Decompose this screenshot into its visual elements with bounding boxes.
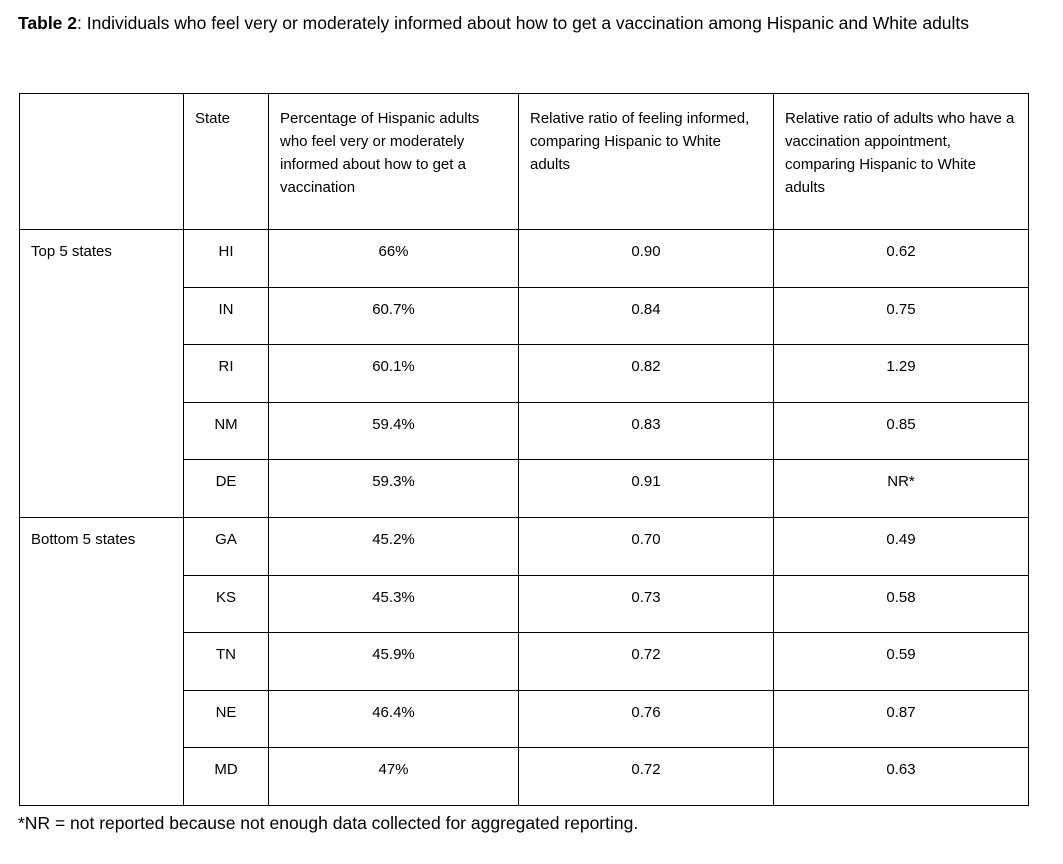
table-row: RI 60.1% 0.82 1.29 — [20, 344, 1029, 403]
state-cell: TN — [183, 632, 269, 691]
table-row: IN 60.7% 0.84 0.75 — [20, 286, 1029, 346]
table-caption: Table 2: Individuals who feel very or mo… — [18, 8, 998, 39]
group-label-bottom5: Bottom 5 states — [19, 516, 184, 806]
table-row: MD 47% 0.72 0.63 — [20, 747, 1029, 806]
state-cell: IN — [183, 286, 269, 346]
ratio-appointment-cell: 0.75 — [773, 286, 1029, 346]
state-cell: RI — [183, 344, 269, 403]
group-label-top5: Top 5 states — [19, 229, 184, 518]
state-cell: MD — [183, 747, 269, 806]
table-row: DE 59.3% 0.91 NR* — [20, 459, 1029, 518]
pct-cell: 59.3% — [268, 459, 519, 518]
ratio-informed-cell: 0.70 — [518, 516, 774, 576]
header-state: State — [183, 93, 269, 230]
table-caption-text: : Individuals who feel very or moderatel… — [77, 13, 970, 33]
state-cell: HI — [183, 229, 269, 288]
ratio-appointment-cell: 0.58 — [773, 574, 1029, 634]
state-cell: NM — [183, 401, 269, 461]
ratio-appointment-cell: 0.63 — [773, 747, 1029, 806]
table-footnote: *NR = not reported because not enough da… — [18, 813, 639, 833]
ratio-appointment-cell: NR* — [773, 459, 1029, 518]
ratio-informed-cell: 0.83 — [518, 401, 774, 461]
ratio-informed-cell: 0.72 — [518, 632, 774, 691]
header-ratio-informed: Relative ratio of feeling informed, comp… — [518, 93, 774, 230]
pct-cell: 46.4% — [268, 689, 519, 749]
table-row: KS 45.3% 0.73 0.58 — [20, 574, 1029, 634]
pct-cell: 45.9% — [268, 632, 519, 691]
ratio-appointment-cell: 1.29 — [773, 344, 1029, 403]
ratio-appointment-cell: 0.87 — [773, 689, 1029, 749]
ratio-appointment-cell: 0.85 — [773, 401, 1029, 461]
ratio-appointment-cell: 0.49 — [773, 516, 1029, 576]
ratio-informed-cell: 0.84 — [518, 286, 774, 346]
ratio-informed-cell: 0.72 — [518, 747, 774, 806]
table-row: NM 59.4% 0.83 0.85 — [20, 401, 1029, 461]
pct-cell: 60.7% — [268, 286, 519, 346]
pct-cell: 59.4% — [268, 401, 519, 461]
state-cell: NE — [183, 689, 269, 749]
informed-vaccination-table: State Percentage of Hispanic adults who … — [19, 93, 1029, 806]
ratio-informed-cell: 0.91 — [518, 459, 774, 518]
ratio-informed-cell: 0.76 — [518, 689, 774, 749]
ratio-informed-cell: 0.90 — [518, 229, 774, 288]
state-cell: DE — [183, 459, 269, 518]
ratio-informed-cell: 0.82 — [518, 344, 774, 403]
table-header-row: State Percentage of Hispanic adults who … — [19, 93, 1029, 230]
header-group — [19, 93, 184, 230]
table-caption-label: Table 2 — [18, 13, 78, 33]
ratio-informed-cell: 0.73 — [518, 574, 774, 634]
ratio-appointment-cell: 0.62 — [773, 229, 1029, 288]
pct-cell: 47% — [268, 747, 519, 806]
table-row: Bottom 5 states GA 45.2% 0.70 0.49 — [19, 516, 1029, 806]
pct-cell: 60.1% — [268, 344, 519, 403]
pct-cell: 45.2% — [268, 516, 519, 576]
table-row: Top 5 states HI 66% 0.90 0.62 — [19, 229, 1029, 518]
state-cell: GA — [183, 516, 269, 576]
state-cell: KS — [183, 574, 269, 634]
pct-cell: 45.3% — [268, 574, 519, 634]
header-ratio-appointment: Relative ratio of adults who have a vacc… — [773, 93, 1029, 230]
pct-cell: 66% — [268, 229, 519, 288]
table-row: NE 46.4% 0.76 0.87 — [20, 689, 1029, 749]
table-row: TN 45.9% 0.72 0.59 — [20, 632, 1029, 691]
header-percentage-informed: Percentage of Hispanic adults who feel v… — [268, 93, 519, 230]
ratio-appointment-cell: 0.59 — [773, 632, 1029, 691]
